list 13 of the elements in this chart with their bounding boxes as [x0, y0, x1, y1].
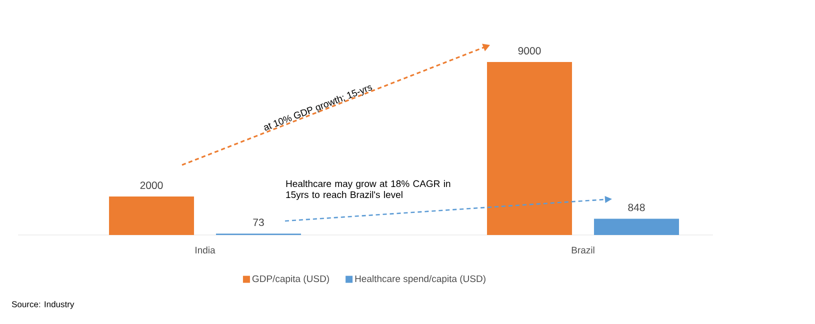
x-tick-label: Brazil	[572, 246, 594, 254]
x-tick-label: India	[196, 246, 216, 254]
legend-label: Healthcare spend/capita (USD)	[355, 275, 486, 284]
bar	[109, 196, 194, 235]
data-label: 848	[628, 204, 645, 212]
data-label: 73	[253, 218, 264, 226]
bar	[487, 62, 572, 235]
data-label: 9000	[518, 47, 541, 55]
data-label: 2000	[140, 182, 163, 190]
annotation: Healthcare may grow at 18% CAGR in 15yrs to reach Brazil's level	[286, 180, 450, 200]
bar	[594, 218, 679, 235]
source-note: Source: Industry	[12, 301, 74, 309]
legend-label: GDP/capita (USD)	[252, 275, 329, 284]
